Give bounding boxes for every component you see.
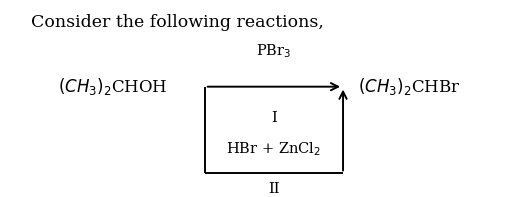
Text: PBr$_3$: PBr$_3$ [256,42,292,60]
Text: II: II [268,182,280,196]
Text: Consider the following reactions,: Consider the following reactions, [31,14,324,31]
Text: I: I [271,111,277,125]
Text: $(CH_3)_2$CHOH: $(CH_3)_2$CHOH [58,76,167,97]
Text: HBr + ZnCl$_2$: HBr + ZnCl$_2$ [226,140,322,158]
Text: $(CH_3)_2$CHBr: $(CH_3)_2$CHBr [358,76,461,97]
